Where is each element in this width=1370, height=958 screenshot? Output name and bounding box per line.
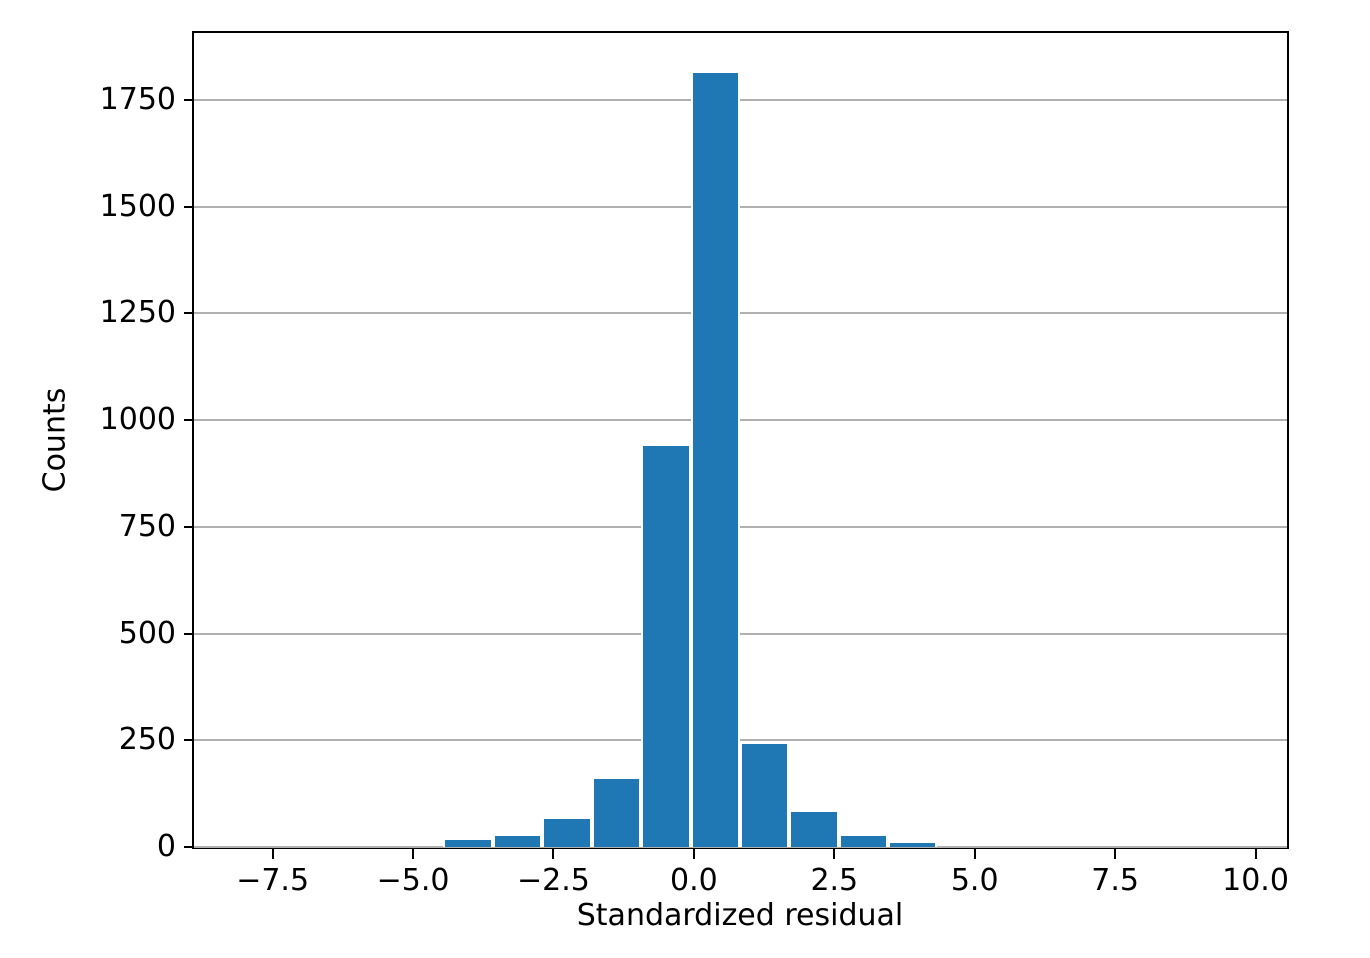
histogram-bar: [887, 842, 938, 847]
gridline: [194, 205, 1287, 208]
y-tick-mark: [184, 739, 194, 742]
x-tick-label: 7.5: [1091, 863, 1139, 898]
y-tick-label: 1000: [99, 402, 176, 438]
y-tick-label: 0: [156, 829, 176, 864]
y-tick-mark: [184, 525, 194, 528]
y-tick-mark: [184, 846, 194, 848]
x-tick-mark: [271, 849, 274, 859]
x-tick-mark: [1254, 849, 1257, 859]
histogram-bar: [443, 839, 493, 847]
y-tick-label: 1750: [99, 82, 176, 117]
x-tick-label: 0.0: [670, 863, 718, 898]
gridline: [194, 846, 1287, 848]
y-tick-mark: [184, 632, 194, 635]
y-tick-mark: [184, 205, 194, 208]
x-tick-mark: [1114, 849, 1117, 859]
x-axis-label: Standardized residual: [576, 898, 904, 933]
y-tick-label: 750: [118, 508, 176, 544]
histogram-bar: [641, 445, 691, 847]
histogram-bar: [542, 818, 592, 847]
gridline: [194, 525, 1287, 528]
y-tick-label: 250: [118, 722, 176, 758]
histogram-bar: [591, 778, 642, 847]
y-axis-label: Counts: [37, 387, 73, 493]
y-tick-label: 1500: [99, 188, 176, 224]
histogram-bar: [739, 743, 790, 847]
gridline: [194, 739, 1287, 742]
x-tick-label: 10.0: [1222, 863, 1289, 898]
x-tick-label: 5.0: [950, 863, 999, 898]
y-tick-mark: [184, 419, 194, 422]
x-tick-mark: [692, 849, 695, 859]
x-tick-label: −2.5: [517, 863, 590, 898]
histogram-bar: [838, 835, 888, 847]
gridline: [194, 99, 1287, 101]
x-tick-label: 2.5: [810, 863, 859, 898]
x-tick-label: −7.5: [236, 863, 310, 898]
x-tick-mark: [412, 849, 415, 859]
y-tick-mark: [184, 312, 194, 315]
gridline: [194, 312, 1287, 315]
y-tick-label: 500: [118, 615, 176, 651]
gridline: [194, 419, 1287, 422]
plot-area: [192, 31, 1289, 849]
y-tick-mark: [184, 99, 194, 101]
y-tick-label: 1250: [99, 295, 176, 331]
x-tick-mark: [833, 849, 836, 859]
x-tick-mark: [552, 849, 555, 859]
histogram-bar: [789, 811, 839, 847]
x-tick-label: −5.0: [376, 863, 450, 898]
histogram-bar: [492, 835, 543, 847]
x-tick-mark: [973, 849, 976, 859]
histogram-bar: [690, 73, 740, 847]
gridline: [194, 632, 1287, 635]
